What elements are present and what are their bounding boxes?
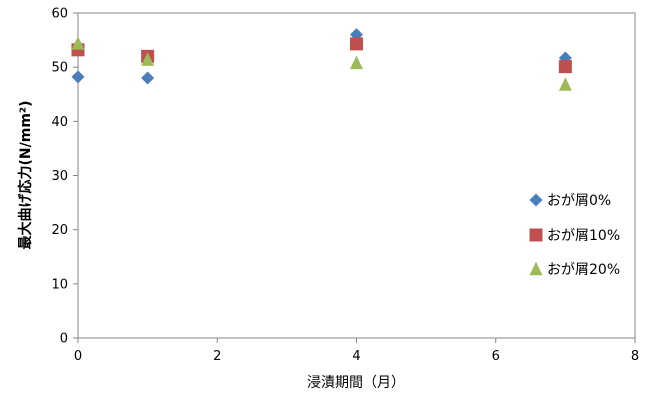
y-tick-label: 30 bbox=[51, 169, 68, 184]
y-tick-label: 0 bbox=[60, 332, 68, 347]
data-point bbox=[558, 77, 572, 91]
data-point bbox=[350, 37, 363, 51]
legend-item: おが屑20% bbox=[529, 261, 620, 278]
legend-label: おが屑10% bbox=[547, 228, 620, 244]
legend-marker bbox=[529, 228, 543, 242]
data-point bbox=[71, 36, 85, 50]
legend-marker bbox=[529, 193, 543, 207]
y-axis-title: 最大曲げ応力(N/mm²) bbox=[17, 101, 34, 250]
legend-item: おが屑10% bbox=[529, 228, 620, 244]
y-tick-label: 50 bbox=[51, 61, 68, 76]
legend-item: おが屑0% bbox=[529, 193, 611, 209]
y-tick-label: 10 bbox=[51, 277, 68, 292]
legend-marker bbox=[529, 261, 543, 276]
data-point bbox=[71, 70, 85, 84]
y-tick-label: 40 bbox=[51, 115, 68, 130]
x-tick-label: 4 bbox=[352, 349, 360, 364]
x-tick-label: 8 bbox=[631, 349, 639, 364]
x-tick-label: 0 bbox=[74, 349, 82, 364]
x-tick-label: 2 bbox=[213, 349, 221, 364]
data-series bbox=[71, 28, 572, 91]
data-point bbox=[141, 71, 155, 85]
y-tick-label: 60 bbox=[51, 7, 68, 22]
y-tick-label: 20 bbox=[51, 223, 68, 238]
data-point bbox=[558, 51, 572, 65]
legend-label: おが屑20% bbox=[547, 262, 620, 278]
x-axis-title: 浸漬期間（月） bbox=[307, 375, 405, 391]
legend: おが屑0% おが屑10% おが屑20% bbox=[529, 193, 620, 278]
y-axis-ticks: 0 10 20 30 40 50 60 bbox=[51, 7, 78, 347]
data-point bbox=[558, 60, 572, 74]
data-point bbox=[141, 52, 155, 66]
x-tick-label: 6 bbox=[492, 349, 500, 364]
x-axis-ticks: 0 2 4 6 8 bbox=[74, 338, 639, 364]
legend-label: おが屑0% bbox=[547, 193, 611, 209]
series-triangle bbox=[71, 36, 572, 91]
data-point bbox=[350, 55, 363, 70]
